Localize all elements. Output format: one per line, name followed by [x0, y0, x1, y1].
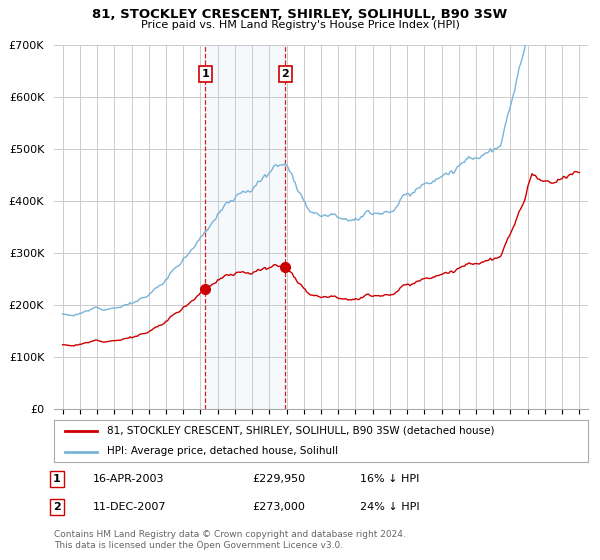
Text: 81, STOCKLEY CRESCENT, SHIRLEY, SOLIHULL, B90 3SW (detached house): 81, STOCKLEY CRESCENT, SHIRLEY, SOLIHULL…: [107, 426, 495, 436]
Text: 11-DEC-2007: 11-DEC-2007: [93, 502, 167, 512]
Text: 16% ↓ HPI: 16% ↓ HPI: [360, 474, 419, 484]
Text: Price paid vs. HM Land Registry's House Price Index (HPI): Price paid vs. HM Land Registry's House …: [140, 20, 460, 30]
Text: 81, STOCKLEY CRESCENT, SHIRLEY, SOLIHULL, B90 3SW: 81, STOCKLEY CRESCENT, SHIRLEY, SOLIHULL…: [92, 8, 508, 21]
Text: 16-APR-2003: 16-APR-2003: [93, 474, 164, 484]
Text: 2: 2: [53, 502, 61, 512]
Text: 2: 2: [281, 69, 289, 79]
Text: 24% ↓ HPI: 24% ↓ HPI: [360, 502, 419, 512]
Text: This data is licensed under the Open Government Licence v3.0.: This data is licensed under the Open Gov…: [54, 541, 343, 550]
Text: 1: 1: [53, 474, 61, 484]
Bar: [205, 45, 285, 409]
Text: Contains HM Land Registry data © Crown copyright and database right 2024.: Contains HM Land Registry data © Crown c…: [54, 530, 406, 539]
Text: £273,000: £273,000: [252, 502, 305, 512]
Text: £229,950: £229,950: [252, 474, 305, 484]
Text: HPI: Average price, detached house, Solihull: HPI: Average price, detached house, Soli…: [107, 446, 338, 456]
Text: 1: 1: [202, 69, 209, 79]
